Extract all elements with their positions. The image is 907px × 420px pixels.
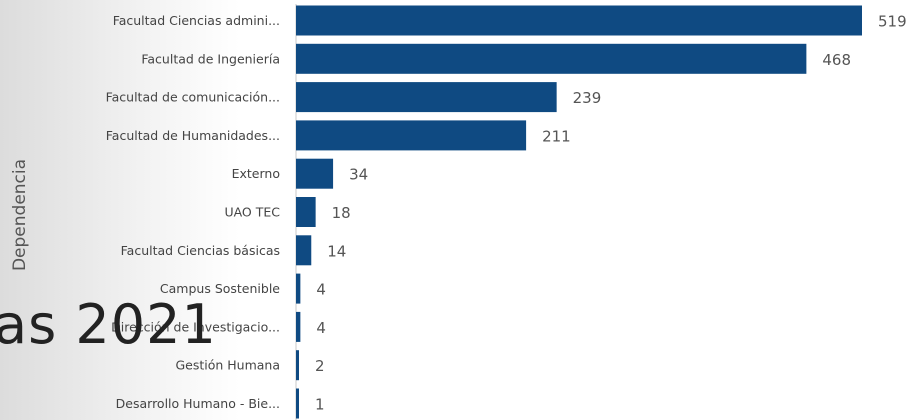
category-label: Campus Sostenible <box>160 281 280 296</box>
category-label: Dirección de Investigacio... <box>111 319 280 334</box>
data-label: 239 <box>573 89 602 107</box>
bar[interactable] <box>296 5 862 36</box>
category-label: Facultad Ciencias admini... <box>113 13 280 28</box>
data-label: 34 <box>349 166 368 184</box>
bar[interactable] <box>296 120 527 151</box>
category-label: Facultad Ciencias básicas <box>121 243 280 258</box>
data-label: 18 <box>332 204 351 222</box>
bar[interactable] <box>296 273 301 304</box>
category-label: Facultad de Humanidades... <box>106 128 280 143</box>
category-label: Desarrollo Humano - Bie... <box>116 396 280 411</box>
category-label: Facultad de comunicación... <box>106 90 280 105</box>
bar[interactable] <box>296 197 316 227</box>
data-label: 468 <box>822 51 851 69</box>
bar[interactable] <box>296 311 301 342</box>
bar[interactable] <box>296 388 299 419</box>
category-label: UAO TEC <box>224 205 280 220</box>
data-label: 1 <box>315 396 325 414</box>
category-label: Gestión Humana <box>175 358 280 373</box>
data-label: 14 <box>327 242 346 260</box>
data-label: 4 <box>316 319 326 337</box>
bar[interactable] <box>296 158 334 189</box>
data-label: 519 <box>878 13 907 31</box>
overlay-caption: as 2021 <box>0 293 217 356</box>
bar[interactable] <box>296 82 557 113</box>
data-label: 4 <box>316 281 326 299</box>
category-label: Facultad de Ingeniería <box>141 51 280 66</box>
bar[interactable] <box>296 235 312 266</box>
data-label: 211 <box>542 127 571 145</box>
bar[interactable] <box>296 350 299 381</box>
data-label: 2 <box>315 357 325 375</box>
category-label: Externo <box>232 166 280 181</box>
bar[interactable] <box>296 43 807 74</box>
